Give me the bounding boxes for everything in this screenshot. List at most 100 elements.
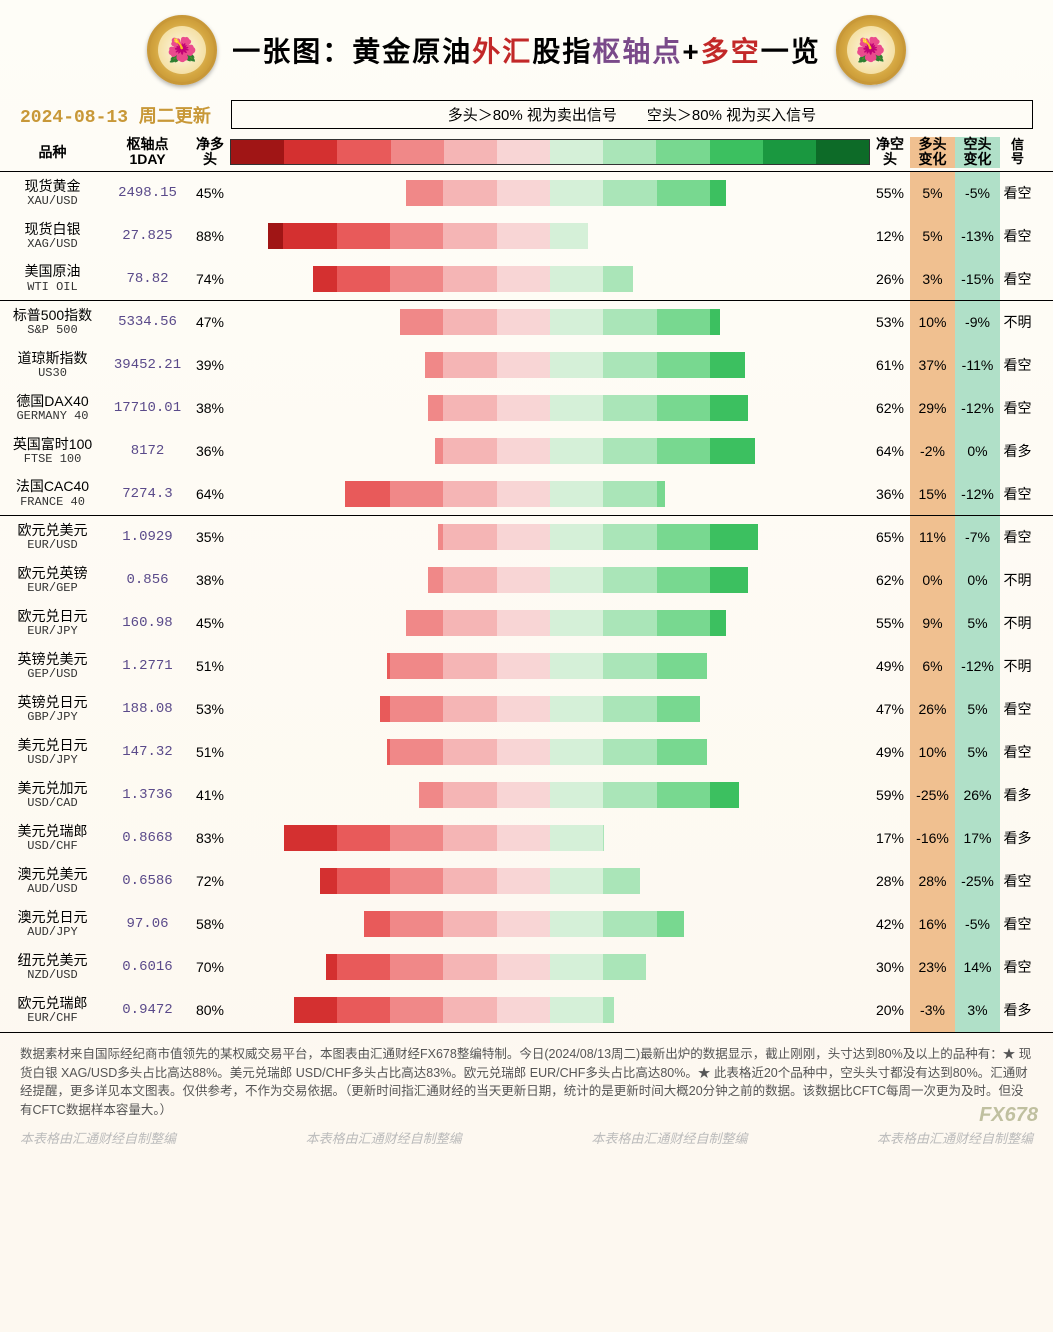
short-change: 0% bbox=[955, 559, 1000, 602]
watermark: 本表格由汇通财经自制整编 bbox=[306, 1128, 462, 1147]
title-p2: 外汇 bbox=[472, 36, 532, 67]
short-change: 0% bbox=[955, 430, 1000, 473]
table-row: 美元兑瑞郎USD/CHF0.866883%17%-16%17%看多 bbox=[0, 817, 1053, 860]
signal: 看多 bbox=[1000, 441, 1035, 461]
table-row: 澳元兑美元AUD/USD0.658672%28%28%-25%看空 bbox=[0, 860, 1053, 903]
signal: 看多 bbox=[1000, 785, 1035, 805]
title-plus: + bbox=[682, 36, 700, 67]
long-pct: 83% bbox=[190, 830, 230, 846]
position-bar bbox=[230, 997, 870, 1023]
table-body: 现货黄金XAU/USD2498.1545%55%5%-5%看空现货白银XAG/U… bbox=[0, 172, 1053, 1032]
long-change: -3% bbox=[910, 989, 955, 1032]
instrument-name: 道琼斯指数US30 bbox=[0, 350, 105, 381]
short-change: -7% bbox=[955, 516, 1000, 559]
short-pct: 53% bbox=[870, 314, 910, 330]
signal: 看多 bbox=[1000, 1000, 1035, 1020]
short-change: 3% bbox=[955, 989, 1000, 1032]
instrument-name: 澳元兑美元AUD/USD bbox=[0, 866, 105, 897]
short-change: -5% bbox=[955, 903, 1000, 946]
watermark-row: 本表格由汇通财经自制整编 本表格由汇通财经自制整编 本表格由汇通财经自制整编 本… bbox=[0, 1128, 1053, 1157]
position-bar bbox=[230, 868, 870, 894]
short-pct: 65% bbox=[870, 529, 910, 545]
long-pct: 74% bbox=[190, 271, 230, 287]
instrument-name: 欧元兑日元EUR/JPY bbox=[0, 608, 105, 639]
table-row: 美元兑加元USD/CAD1.373641%59%-25%26%看多 bbox=[0, 774, 1053, 817]
pivot-value: 0.6016 bbox=[105, 959, 190, 975]
long-change: 3% bbox=[910, 257, 955, 300]
instrument-name: 美元兑瑞郎USD/CHF bbox=[0, 823, 105, 854]
short-change: -15% bbox=[955, 257, 1000, 300]
signal: 看空 bbox=[1000, 183, 1035, 203]
position-bar bbox=[230, 739, 870, 765]
signal: 不明 bbox=[1000, 613, 1035, 633]
position-bar bbox=[230, 696, 870, 722]
table-row: 标普500指数S&P 5005334.5647%53%10%-9%不明 bbox=[0, 301, 1053, 344]
short-change: -13% bbox=[955, 215, 1000, 258]
watermark: 本表格由汇通财经自制整编 bbox=[20, 1128, 176, 1147]
signal: 看空 bbox=[1000, 527, 1035, 547]
table-row: 英镑兑日元GBP/JPY188.0853%47%26%5%看空 bbox=[0, 688, 1053, 731]
long-change: 16% bbox=[910, 903, 955, 946]
short-pct: 64% bbox=[870, 443, 910, 459]
header: 🌺 一张图：黄金原油外汇股指枢轴点+多空一览 🌺 bbox=[0, 0, 1053, 95]
long-pct: 47% bbox=[190, 314, 230, 330]
hdr-signal: 信 号 bbox=[1000, 138, 1035, 167]
long-change: 9% bbox=[910, 602, 955, 645]
table-row: 欧元兑美元EUR/USD1.092935%65%11%-7%看空 bbox=[0, 516, 1053, 559]
short-pct: 55% bbox=[870, 615, 910, 631]
long-change: 26% bbox=[910, 688, 955, 731]
long-pct: 64% bbox=[190, 486, 230, 502]
instrument-name: 英镑兑日元GBP/JPY bbox=[0, 694, 105, 725]
hdr-lchg: 多头 变化 bbox=[910, 137, 955, 168]
main-title: 一张图：黄金原油外汇股指枢轴点+多空一览 bbox=[232, 30, 820, 70]
pivot-value: 188.08 bbox=[105, 701, 190, 717]
table-row: 英镑兑美元GEP/USD1.277151%49%6%-12%不明 bbox=[0, 645, 1053, 688]
long-pct: 53% bbox=[190, 701, 230, 717]
short-pct: 61% bbox=[870, 357, 910, 373]
signal: 不明 bbox=[1000, 312, 1035, 332]
short-pct: 26% bbox=[870, 271, 910, 287]
long-change: 37% bbox=[910, 344, 955, 387]
signal: 看空 bbox=[1000, 398, 1035, 418]
instrument-name: 英国富时100FTSE 100 bbox=[0, 436, 105, 467]
long-pct: 45% bbox=[190, 185, 230, 201]
short-change: -12% bbox=[955, 645, 1000, 688]
long-pct: 51% bbox=[190, 744, 230, 760]
pivot-value: 1.2771 bbox=[105, 658, 190, 674]
pivot-value: 1.3736 bbox=[105, 787, 190, 803]
long-pct: 36% bbox=[190, 443, 230, 459]
position-bar bbox=[230, 180, 870, 206]
position-bar bbox=[230, 567, 870, 593]
instrument-name: 欧元兑英镑EUR/GEP bbox=[0, 565, 105, 596]
short-pct: 62% bbox=[870, 400, 910, 416]
long-pct: 45% bbox=[190, 615, 230, 631]
long-pct: 35% bbox=[190, 529, 230, 545]
hdr-pivot: 枢轴点 1DAY bbox=[105, 137, 190, 168]
table-row: 美国原油WTI OIL78.8274%26%3%-15%看空 bbox=[0, 258, 1053, 301]
long-pct: 80% bbox=[190, 1002, 230, 1018]
long-change: 5% bbox=[910, 172, 955, 215]
instrument-name: 欧元兑美元EUR/USD bbox=[0, 522, 105, 553]
position-bar bbox=[230, 223, 870, 249]
hdr-name: 品种 bbox=[0, 142, 105, 162]
signal: 看空 bbox=[1000, 914, 1035, 934]
legend-box: 多头＞80% 视为卖出信号 空头＞80% 视为买入信号 bbox=[231, 100, 1033, 129]
table-row: 英国富时100FTSE 100817236%64%-2%0%看多 bbox=[0, 430, 1053, 473]
instrument-name: 美国原油WTI OIL bbox=[0, 263, 105, 294]
table-row: 欧元兑瑞郎EUR/CHF0.947280%20%-3%3%看多 bbox=[0, 989, 1053, 1032]
signal: 看空 bbox=[1000, 871, 1035, 891]
long-change: 10% bbox=[910, 731, 955, 774]
signal: 看空 bbox=[1000, 269, 1035, 289]
short-pct: 36% bbox=[870, 486, 910, 502]
pivot-value: 0.856 bbox=[105, 572, 190, 588]
long-pct: 39% bbox=[190, 357, 230, 373]
signal: 不明 bbox=[1000, 656, 1035, 676]
pivot-value: 147.32 bbox=[105, 744, 190, 760]
instrument-name: 现货白银XAG/USD bbox=[0, 221, 105, 252]
instrument-name: 标普500指数S&P 500 bbox=[0, 307, 105, 338]
long-change: 5% bbox=[910, 215, 955, 258]
date-legend-row: 2024-08-13 周二更新 多头＞80% 视为卖出信号 空头＞80% 视为买… bbox=[0, 95, 1053, 134]
instrument-name: 美元兑日元USD/JPY bbox=[0, 737, 105, 768]
long-change: 11% bbox=[910, 516, 955, 559]
long-change: 6% bbox=[910, 645, 955, 688]
